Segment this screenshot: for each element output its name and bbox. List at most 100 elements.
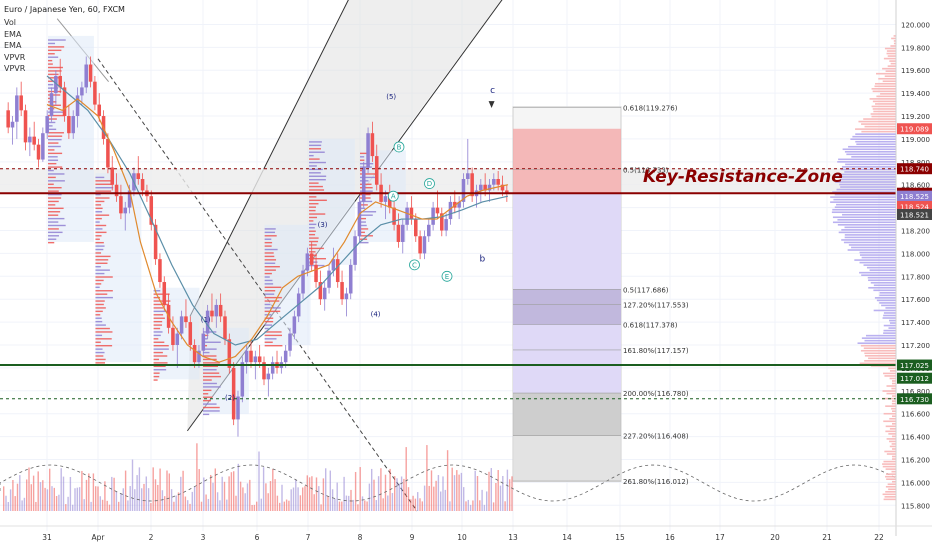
- candle-body: [392, 207, 396, 225]
- volume-bar: [334, 498, 336, 511]
- volume-bar: [191, 491, 193, 511]
- volume-bar: [35, 501, 37, 511]
- volume-profile-bar: [891, 443, 896, 445]
- resistance-zone-band: [0, 168, 896, 194]
- local-profile-bar: [360, 231, 365, 234]
- local-profile-bar: [203, 362, 220, 364]
- volume-bar: [304, 486, 306, 511]
- local-profile-bar: [309, 203, 319, 205]
- volume-profile-bar: [882, 465, 896, 468]
- volume-bar: [111, 476, 113, 511]
- volume-bar: [203, 477, 205, 511]
- volume-bar: [311, 476, 313, 511]
- local-profile-bar: [95, 283, 102, 285]
- volume-profile-bar: [888, 327, 896, 329]
- volume-profile-bar: [884, 375, 896, 377]
- volume-profile-bar: [838, 231, 896, 234]
- volume-profile-bar: [866, 266, 896, 269]
- price-tag: [897, 123, 932, 135]
- candle-body: [301, 270, 305, 294]
- wave-label: B: [397, 143, 402, 151]
- volume-bar: [288, 500, 290, 511]
- candle-body: [496, 179, 500, 185]
- volume-bar: [460, 472, 463, 511]
- local-profile-bar: [48, 156, 58, 158]
- volume-bar: [476, 475, 479, 511]
- volume-bar: [497, 470, 499, 511]
- volume-bar: [83, 499, 85, 511]
- volume-bar: [55, 496, 58, 511]
- volume-profile-bar: [864, 339, 896, 342]
- local-profile-bar: [95, 183, 113, 185]
- local-profile-bar: [264, 320, 274, 323]
- volume-profile-bar: [891, 402, 896, 405]
- volume-bar: [419, 498, 421, 511]
- volume-bar: [285, 499, 288, 511]
- volume-profile-bar: [872, 108, 896, 110]
- indicator-ema-1[interactable]: EMA: [4, 29, 22, 39]
- local-profile-bar: [95, 355, 104, 357]
- y-tick-label: 119.000: [901, 136, 930, 144]
- y-tick-label: 116.000: [901, 479, 930, 487]
- volume-bar: [244, 493, 246, 511]
- volume-bar: [157, 484, 159, 511]
- volume-bar: [124, 470, 127, 511]
- indicator-list: Vol EMA EMA VPVR VPVR: [4, 17, 25, 75]
- volume-bar: [258, 451, 260, 511]
- volume-bar: [99, 496, 101, 511]
- x-tick-label: 7: [306, 533, 311, 542]
- local-profile-bar: [95, 286, 100, 289]
- volume-bar: [442, 476, 444, 511]
- local-profile-bar: [153, 348, 169, 350]
- volume-bar: [65, 504, 67, 511]
- candle-body: [153, 224, 158, 260]
- volume-bar: [483, 504, 486, 511]
- local-profile-bar: [95, 345, 113, 347]
- volume-bar: [141, 488, 143, 511]
- indicator-vpvr-1[interactable]: VPVR: [4, 52, 26, 62]
- local-profile-bar: [95, 193, 101, 196]
- volume-profile-bar: [892, 435, 896, 438]
- volume-bar: [37, 471, 39, 511]
- local-profile-bar: [95, 231, 107, 234]
- volume-profile-bar: [892, 448, 896, 450]
- fib-label: 127.20%(117.553): [623, 302, 689, 310]
- wave-label: (2): [225, 394, 235, 402]
- volume-profile-bar: [892, 458, 896, 460]
- local-profile-bar: [264, 252, 274, 254]
- volume-profile-bar: [864, 354, 896, 357]
- local-profile-bar: [95, 217, 102, 220]
- candle-body: [127, 190, 132, 208]
- volume-bar: [28, 467, 30, 511]
- volume-profile-bar: [889, 319, 896, 322]
- indicator-vpvr-2[interactable]: VPVR: [4, 64, 26, 73]
- volume-profile-bar: [887, 55, 896, 57]
- local-profile-bar: [203, 379, 212, 381]
- candle-body: [97, 104, 101, 117]
- candle-body: [409, 207, 414, 220]
- candle-body: [305, 253, 310, 271]
- volume-bar: [403, 478, 405, 511]
- volume-bar: [90, 501, 92, 511]
- local-profile-bar: [48, 235, 59, 237]
- volume-bar: [467, 499, 469, 511]
- indicator-ema-2[interactable]: EMA: [4, 41, 22, 50]
- candle-body: [123, 207, 128, 214]
- volume-profile-bar: [892, 380, 896, 382]
- volume-bar: [338, 501, 341, 511]
- local-profile-bar: [203, 351, 210, 354]
- volume-profile-bar: [882, 463, 896, 465]
- candle-body: [353, 236, 357, 265]
- local-profile-bar: [309, 223, 317, 226]
- volume-profile-bar: [883, 498, 896, 501]
- volume-bar: [341, 501, 343, 511]
- local-profile-bar: [48, 190, 59, 192]
- volume-profile-bar: [842, 213, 896, 216]
- volume-profile-bar: [886, 478, 896, 481]
- volume-profile-bar: [883, 460, 896, 463]
- indicator-vol[interactable]: Vol: [4, 18, 16, 27]
- candle-body: [418, 236, 422, 254]
- candle-body: [227, 339, 232, 368]
- volume-bar: [147, 488, 150, 511]
